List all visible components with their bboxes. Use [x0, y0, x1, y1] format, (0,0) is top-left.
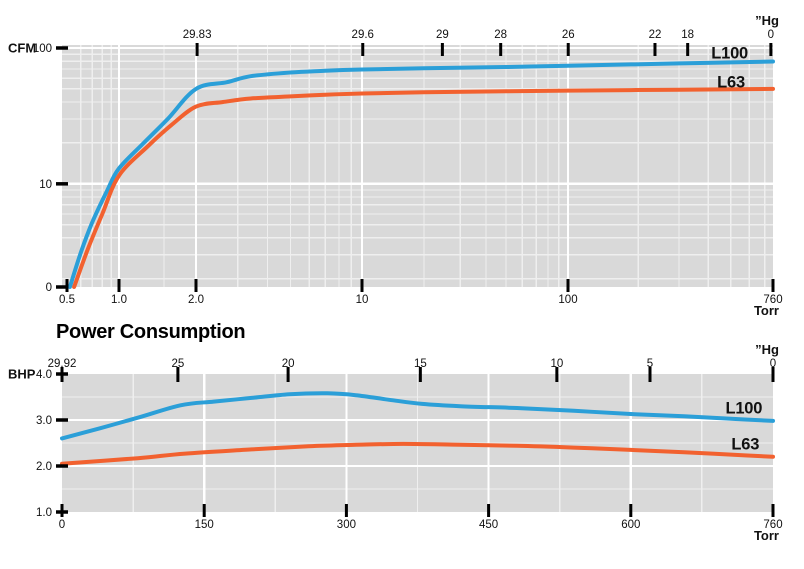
- power-consumption-x-tick-label-150: 150: [195, 519, 214, 531]
- power-consumption-hg-tick-label-29.92: 29.92: [48, 358, 77, 370]
- power-consumption-hg-tick-label-0: 0: [770, 358, 776, 370]
- pumping-speed-y-tick-label-10: 10: [39, 179, 52, 191]
- power-consumption-hg-tick-15: [418, 367, 422, 382]
- power-consumption-y-tick-2.0: [56, 464, 68, 468]
- power-consumption-curve-L100: [60, 391, 775, 441]
- pumping-speed-y-tick-100: [56, 46, 68, 50]
- pumping-speed-x-tick-1.0: [117, 279, 121, 292]
- pumping-speed-y-tick-label-100: 100: [33, 43, 52, 55]
- power-consumption-y-tick-label-1.0: 1.0: [36, 507, 52, 519]
- pumping-speed-y-tick-label-0: 0: [46, 282, 52, 294]
- pumping-speed-series-label-L63: L63: [717, 74, 745, 92]
- power-consumption-y-axis: 4.0 3.0 2.0 1.0 BHP: [8, 367, 68, 519]
- pumping-speed-hg-tick-18: [686, 43, 690, 56]
- pumping-speed-hg-tick-22: [653, 43, 657, 56]
- power-consumption-x-tick-label-600: 600: [621, 519, 640, 531]
- power-consumption-hg-tick-10: [555, 367, 559, 382]
- pumping-speed-top-axis: 29.83 29.6 29 28 26 22 18 0”Hg: [183, 13, 779, 56]
- pumping-speed-plot-area: [62, 45, 773, 287]
- pumping-speed-hg-tick-29.83: [195, 43, 199, 56]
- pumping-speed-hg-tick-26: [566, 43, 570, 56]
- pumping-speed-x-tick-100: [566, 279, 570, 292]
- power-consumption-series-label-L100: L100: [725, 399, 762, 417]
- power-consumption-x-tick-label-450: 450: [479, 519, 498, 531]
- power-consumption-y-tick-4.0: [56, 372, 68, 376]
- pumping-speed-x-tick-label-100: 100: [558, 294, 577, 306]
- pumping-speed-hg-tick-label-0: 0: [768, 29, 774, 41]
- power-consumption-y-axis-unit: BHP: [8, 367, 36, 382]
- power-consumption-y-tick-1.0: [56, 510, 68, 514]
- pumping-speed-x-tick-label-1.0: 1.0: [111, 294, 127, 306]
- pumping-speed-curve-L100: [67, 59, 775, 289]
- pumping-speed-hg-tick-label-29.83: 29.83: [183, 29, 212, 41]
- power-consumption-series-label-L63: L63: [731, 435, 759, 453]
- power-consumption-hg-tick-20: [286, 367, 290, 382]
- pumping-speed-hg-tick-0: [769, 43, 773, 56]
- power-consumption-hg-tick-label-5: 5: [647, 358, 653, 370]
- power-consumption-top-axis-unit: ”Hg: [755, 342, 779, 357]
- power-consumption-x-tick-label-300: 300: [337, 519, 356, 531]
- pumping-speed-x-tick-label-760: 760: [763, 294, 782, 306]
- power-consumption-hg-tick-label-10: 10: [550, 358, 563, 370]
- power-consumption-hg-tick-25: [176, 367, 180, 382]
- pumping-speed-y-axis-unit: CFM: [8, 40, 36, 55]
- pumping-speed-y-tick-10: [56, 182, 68, 186]
- power-consumption-top-axis: 29.92 25 20 15 10 5 0”Hg: [48, 342, 779, 382]
- power-consumption-x-tick-450: [487, 504, 491, 517]
- pumping-speed-top-axis-unit: ”Hg: [755, 13, 779, 28]
- pumping-speed-x-tick-2.0: [194, 279, 198, 292]
- power-consumption-y-tick-label-4.0: 4.0: [36, 369, 52, 381]
- power-consumption-hg-tick-label-15: 15: [414, 358, 427, 370]
- power-consumption-hg-tick-label-20: 20: [282, 358, 295, 370]
- power-consumption-x-tick-label-0: 0: [59, 519, 65, 531]
- power-consumption-hg-tick-5: [648, 367, 652, 382]
- power-consumption-x-tick-600: [629, 504, 633, 517]
- power-consumption-x-tick-label-760: 760: [763, 519, 782, 531]
- pumping-speed-x-tick-label-2.0: 2.0: [188, 294, 204, 306]
- pumping-speed-hg-tick-29: [440, 43, 444, 56]
- power-consumption-hg-tick-label-25: 25: [171, 358, 184, 370]
- power-consumption-y-tick-label-2.0: 2.0: [36, 461, 52, 473]
- power-consumption-x-tick-300: [344, 504, 348, 517]
- power-consumption-x-axis-unit: Torr: [754, 528, 779, 543]
- pumping-speed-hg-tick-label-28: 28: [494, 29, 507, 41]
- power-consumption-x-tick-760: [771, 504, 775, 517]
- power-consumption-title: Power Consumption: [56, 321, 246, 343]
- pumping-speed-x-tick-label-0.5: 0.5: [59, 294, 75, 306]
- pumping-speed-hg-tick-label-29.6: 29.6: [352, 29, 374, 41]
- pumping-speed-hg-tick-28: [499, 43, 503, 56]
- power-consumption-major-grid: [62, 374, 773, 512]
- pumping-speed-hg-tick-29.6: [361, 43, 365, 56]
- pumping-speed-hg-tick-label-22: 22: [649, 29, 662, 41]
- pumping-speed-x-tick-10: [360, 279, 364, 292]
- pumping-speed-hg-tick-label-26: 26: [562, 29, 575, 41]
- power-consumption-curve-L63: [60, 441, 775, 466]
- pumping-speed-x-axis-unit: Torr: [754, 303, 779, 318]
- pumping-speed-minor-grid: [62, 45, 773, 287]
- pumping-speed-series-label-L100: L100: [711, 44, 748, 62]
- power-consumption-y-tick-label-3.0: 3.0: [36, 415, 52, 427]
- pumping-speed-y-tick-0: [56, 285, 68, 289]
- pumping-speed-hg-tick-label-18: 18: [681, 29, 694, 41]
- power-consumption-y-tick-3.0: [56, 418, 68, 422]
- power-consumption-x-tick-150: [202, 504, 206, 517]
- pumping-speed-x-tick-760: [771, 279, 775, 292]
- power-consumption-hg-tick-0: [771, 367, 775, 382]
- pumping-speed-curve-L63: [72, 86, 775, 289]
- pumping-speed-hg-tick-label-29: 29: [436, 29, 449, 41]
- pumping-speed-x-tick-label-10: 10: [356, 294, 369, 306]
